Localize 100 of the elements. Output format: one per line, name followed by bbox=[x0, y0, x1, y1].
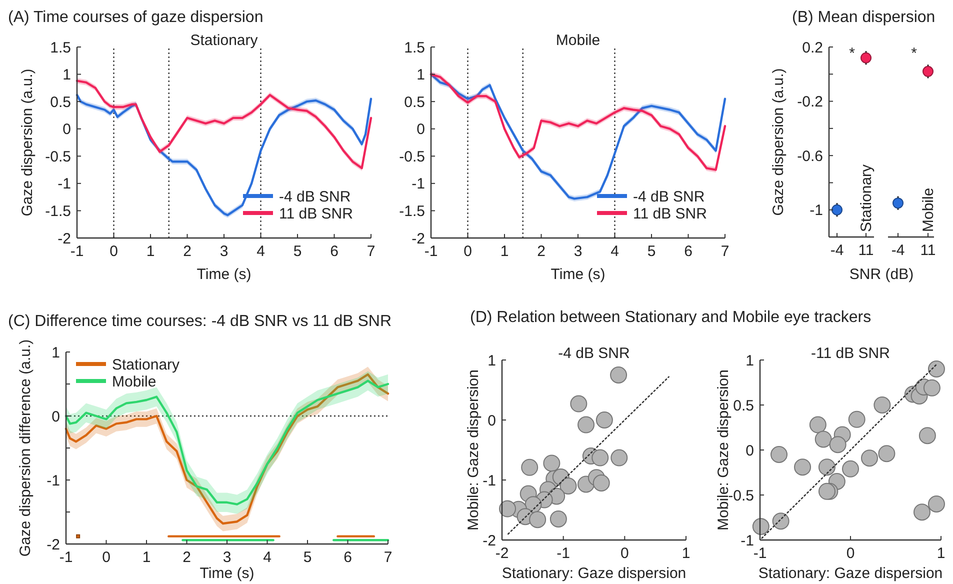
point bbox=[842, 460, 859, 478]
y-tick-label: 0.2 bbox=[802, 39, 823, 56]
point bbox=[809, 416, 826, 434]
point bbox=[928, 496, 945, 512]
annotation: * bbox=[911, 45, 918, 62]
point bbox=[592, 474, 610, 492]
point bbox=[610, 449, 628, 466]
point bbox=[874, 396, 891, 414]
point bbox=[560, 478, 577, 494]
legend-label: Stationary bbox=[112, 356, 180, 374]
x-tick-label: 4 bbox=[263, 549, 272, 566]
x-tick-label: 0 bbox=[102, 549, 110, 566]
x-tick-label: 0 bbox=[464, 243, 472, 260]
point bbox=[521, 458, 538, 476]
x-tick-label: 5 bbox=[303, 549, 312, 566]
point bbox=[752, 518, 770, 535]
x-tick-label: 7 bbox=[720, 243, 730, 260]
chart-title: (D) Relation between Stationary and Mobile eye trackers bbox=[470, 309, 872, 326]
y-tick-label: -1.5 bbox=[399, 202, 425, 220]
point bbox=[814, 430, 832, 448]
y-axis-title: Mobile: Gaze dispersion bbox=[465, 370, 482, 530]
point bbox=[913, 504, 930, 521]
point bbox=[543, 454, 560, 472]
x-tick-label: 6 bbox=[344, 549, 352, 566]
legend-label: 11 dB SNR bbox=[279, 205, 354, 222]
x-tick-label: 3 bbox=[574, 243, 582, 260]
x-tick-label: 7 bbox=[366, 243, 376, 260]
y-tick-label: 1 bbox=[746, 352, 754, 370]
legend-label: Mobile bbox=[112, 373, 156, 390]
y-tick-label: 0.5 bbox=[733, 397, 754, 414]
x-tick-label: 7 bbox=[384, 549, 392, 566]
point bbox=[610, 366, 628, 384]
point bbox=[578, 416, 595, 434]
point bbox=[923, 379, 940, 396]
point bbox=[596, 412, 613, 428]
chart-title: (C) Difference time courses: -4 dB SNR vs 11 dB SNR bbox=[8, 313, 392, 330]
y-tick-label: 0 bbox=[416, 121, 425, 138]
y-tick-label: 0 bbox=[52, 408, 60, 426]
y-tick-label: 0.5 bbox=[50, 94, 71, 111]
y-tick-label: -0.5 bbox=[728, 487, 754, 504]
annotation: Mobile bbox=[920, 188, 937, 232]
y-tick-label: -1 bbox=[810, 202, 823, 220]
x-tick-label: 0 bbox=[110, 243, 118, 260]
x-axis-title: Time (s) bbox=[200, 565, 254, 582]
legend-label: -4 dB SNR bbox=[279, 188, 351, 206]
point bbox=[832, 204, 842, 216]
y-tick-label: 0 bbox=[488, 412, 496, 430]
annotation: * bbox=[849, 45, 856, 62]
chart-subtitle: Stationary bbox=[190, 32, 258, 49]
point bbox=[550, 510, 567, 528]
chart-subtitle: -11 dB SNR bbox=[811, 345, 890, 362]
y-tick-label: 0 bbox=[62, 121, 71, 138]
x-tick-label: 2 bbox=[182, 549, 191, 566]
x-tick-label: 4 bbox=[610, 243, 619, 260]
x-tick-label: 3 bbox=[220, 243, 228, 260]
x-tick-label: 1 bbox=[146, 243, 155, 260]
x-tick-label: 6 bbox=[330, 243, 338, 260]
chart-subtitle: -4 dB SNR bbox=[558, 345, 630, 362]
point bbox=[592, 449, 609, 466]
y-tick-label: 0.5 bbox=[404, 94, 425, 111]
x-tick-label: 1 bbox=[142, 549, 151, 566]
y-tick-label: -1.5 bbox=[45, 202, 71, 220]
x-tick-label: 5 bbox=[647, 243, 656, 260]
chart-subtitle: Mobile bbox=[556, 32, 600, 49]
x-axis-title: Time (s) bbox=[196, 266, 252, 283]
y-tick-label: -2 bbox=[412, 230, 425, 248]
y-tick-label: 1 bbox=[416, 66, 425, 84]
point bbox=[499, 500, 516, 518]
legend-label: 11 dB SNR bbox=[633, 205, 708, 222]
point bbox=[860, 52, 872, 64]
point bbox=[818, 458, 836, 476]
x-tick-label: -4 bbox=[830, 242, 844, 259]
y-axis-title: Gaze dispersion (a.u.) bbox=[770, 68, 787, 216]
point bbox=[928, 360, 945, 378]
point bbox=[794, 458, 812, 476]
x-axis-title: Stationary: Gaze dispersion bbox=[502, 565, 686, 582]
y-tick-label: -2 bbox=[58, 230, 71, 248]
annotation: Stationary bbox=[858, 164, 875, 232]
point bbox=[570, 395, 588, 412]
x-tick-label: 5 bbox=[293, 243, 302, 260]
y-tick-label: -0.5 bbox=[399, 148, 425, 166]
x-tick-label: 2 bbox=[183, 243, 192, 260]
point bbox=[829, 436, 846, 454]
x-tick-label: 11 bbox=[858, 242, 874, 259]
x-axis-title: Stationary: Gaze dispersion bbox=[758, 565, 943, 582]
y-tick-label: -0.5 bbox=[45, 148, 71, 166]
y-tick-label: 1.5 bbox=[50, 39, 71, 56]
x-tick-label: -1 bbox=[556, 545, 570, 562]
point bbox=[922, 66, 934, 77]
chart-title: (B) Mean dispersion bbox=[792, 9, 936, 26]
x-tick-label: 6 bbox=[684, 243, 692, 260]
x-tick-label: 1 bbox=[682, 545, 690, 562]
y-tick-label: -0.6 bbox=[797, 148, 823, 165]
x-axis-title: Time (s) bbox=[550, 266, 606, 283]
y-tick-label: 1 bbox=[52, 344, 60, 362]
x-axis-title: SNR (dB) bbox=[849, 266, 914, 283]
legend-label: -4 dB SNR bbox=[633, 188, 705, 206]
y-tick-label: -2 bbox=[482, 532, 496, 550]
x-tick-label: 0 bbox=[846, 545, 855, 562]
point bbox=[892, 198, 904, 209]
